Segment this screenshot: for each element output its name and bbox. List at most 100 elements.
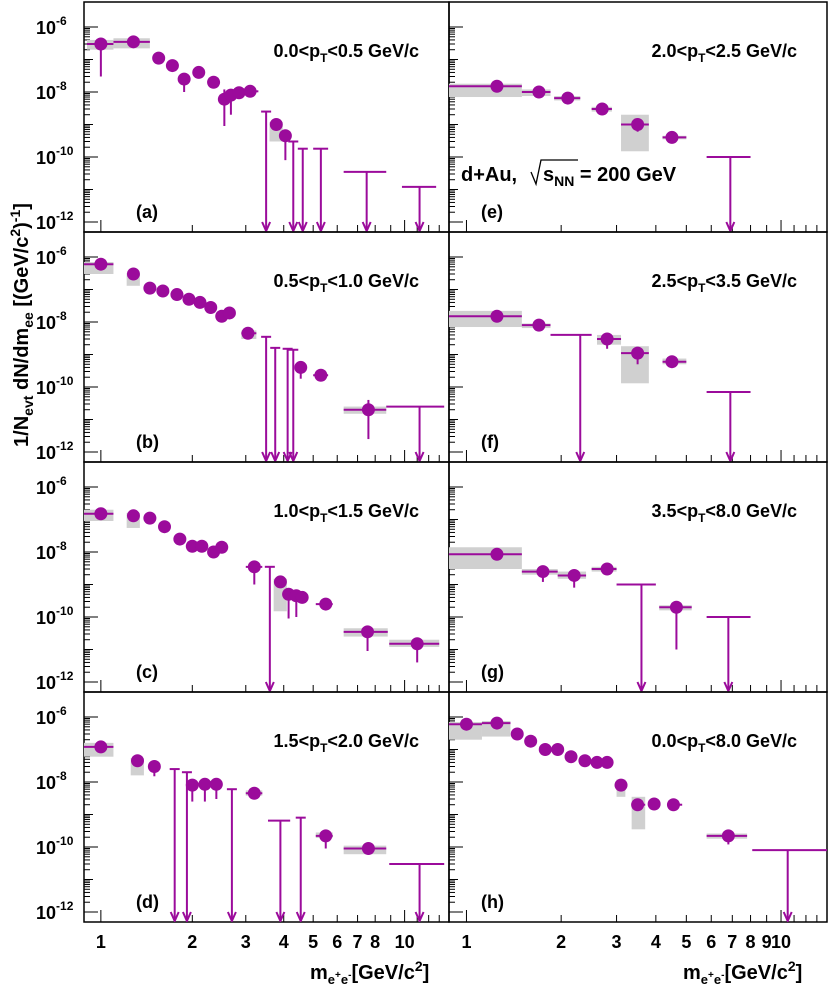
x-tick-label: 4 <box>279 932 289 952</box>
panel-frame <box>83 691 450 923</box>
data-point <box>294 360 308 374</box>
data-point <box>185 539 199 553</box>
pt-range-label: 2.0<pT<2.5 GeV/c <box>652 41 797 65</box>
panel-c: 10-6 10-8 10-10 10-12 1.0<pT<1.5 GeV/c (c) <box>36 461 450 693</box>
y-axis-title: 1/Nevt dN/dmee [(GeV/c2)-1] <box>7 203 36 447</box>
y-tick-label: 10-8 <box>36 769 67 793</box>
x-tick-label: 7 <box>727 932 737 952</box>
pt-range-label: 1.0<pT<1.5 GeV/c <box>274 501 419 525</box>
upper-limit-arrow <box>261 451 272 462</box>
data-point <box>126 509 140 523</box>
data-point <box>490 309 504 323</box>
x-tick-label: 6 <box>706 932 716 952</box>
y-tick-label: 10-6 <box>36 474 67 498</box>
data-point <box>204 300 218 314</box>
upper-limit-arrow <box>723 681 734 692</box>
y-tick-label: 10-8 <box>36 79 67 103</box>
y-tick-label: 10-12 <box>36 209 74 233</box>
upper-limit-arrow <box>261 221 272 232</box>
y-tick-label: 10-6 <box>36 244 67 268</box>
data-point <box>631 798 645 812</box>
x-tick-label: 5 <box>308 932 318 952</box>
data-point <box>600 562 614 576</box>
data-point <box>185 778 199 792</box>
panel-h: 1 2 3 4 5 6 7 8 9 10 0.0<pT<8.0 GeV/c (h) <box>448 691 828 952</box>
data-point <box>361 625 375 639</box>
x-tick-label: 3 <box>612 932 622 952</box>
y-tick-label: 10-8 <box>36 309 67 333</box>
data-point <box>551 743 565 756</box>
panel-letter: (e) <box>481 202 503 222</box>
data-point <box>192 65 206 79</box>
data-point <box>94 257 108 271</box>
data-point <box>209 777 223 791</box>
upper-limit-arrow <box>361 221 372 232</box>
panel-f: 2.5<pT<3.5 GeV/c (f) <box>448 231 828 463</box>
panel-letter: (h) <box>481 892 504 912</box>
data-point <box>532 85 546 99</box>
data-point <box>490 547 504 561</box>
y-tick-label: 10-12 <box>36 899 74 923</box>
data-point <box>273 575 287 589</box>
upper-limit-arrow <box>226 911 237 922</box>
x-tick-label: 2 <box>187 932 197 952</box>
data-point <box>177 72 191 86</box>
upper-limit-arrow <box>782 911 793 922</box>
upper-limit-arrow <box>414 911 425 922</box>
sys-error-box <box>449 722 482 740</box>
data-point <box>361 841 375 855</box>
data-point <box>278 129 292 143</box>
panel-e: 2.0<pT<2.5 GeV/c (e) <box>448 1 828 233</box>
data-point <box>241 326 255 340</box>
data-point <box>182 292 196 306</box>
panel-letter: (d) <box>136 892 159 912</box>
data-point <box>532 318 546 332</box>
data-point <box>152 51 166 65</box>
upper-limit-arrow <box>264 681 275 692</box>
data-point <box>247 786 261 800</box>
pt-range-label: 0.0<pT<0.5 GeV/c <box>274 41 419 65</box>
data-point <box>631 118 645 131</box>
data-point <box>158 520 172 534</box>
data-point <box>314 368 328 382</box>
data-point <box>247 560 261 574</box>
data-point <box>143 511 157 525</box>
data-point <box>510 727 524 741</box>
y-tick-label: 10-10 <box>36 144 74 168</box>
data-point <box>295 590 309 604</box>
y-tick-label: 10-8 <box>36 539 67 563</box>
panel-d: 10-6 10-8 10-10 10-12 1 2 3 4 5 6 7 8 10 1.5<pT<2.0 G… <box>36 691 450 952</box>
data-point <box>198 777 212 791</box>
x-axis-title-left: me+e-[GeV/c2] <box>310 958 429 987</box>
upper-limit-arrow <box>288 221 299 232</box>
panel-letter: (f) <box>481 432 499 452</box>
y-tick-label: 10-6 <box>36 14 67 38</box>
data-point <box>94 507 108 521</box>
x-tick-label: 8 <box>746 932 756 952</box>
y-tick-label: 10-12 <box>36 439 74 463</box>
data-point <box>567 568 581 582</box>
data-point <box>156 284 170 298</box>
sys-error-box <box>449 310 522 328</box>
data-point <box>665 355 679 369</box>
data-point <box>222 306 236 320</box>
panel-frame <box>448 461 828 693</box>
panel-frame <box>83 461 450 693</box>
data-point <box>195 539 209 553</box>
data-point <box>319 597 333 611</box>
x-tick-label: 1 <box>96 932 106 952</box>
y-tick-label: 10-6 <box>36 704 67 728</box>
pt-range-label: 3.5<pT<8.0 GeV/c <box>652 501 797 525</box>
pt-range-label: 0.0<pT<8.0 GeV/c <box>652 731 797 755</box>
upper-limit-arrow <box>169 911 180 922</box>
upper-limit-arrow <box>575 451 586 462</box>
data-point <box>130 754 144 768</box>
upper-limit-arrow <box>725 451 736 462</box>
data-point <box>232 86 246 100</box>
panel-b: 10-6 10-8 10-10 10-12 0.5<pT<1.0 GeV/c (b) <box>36 231 450 463</box>
upper-limit-arrow <box>414 451 425 462</box>
x-tick-label: 6 <box>332 932 342 952</box>
collision-annotation: d+Au, sNN = 200 GeV <box>461 159 677 189</box>
data-point <box>165 59 179 73</box>
